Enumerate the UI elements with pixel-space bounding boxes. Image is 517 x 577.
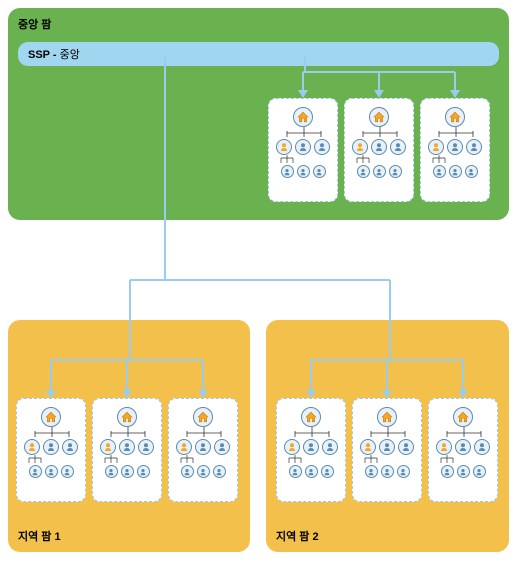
site-tree-card <box>352 398 422 502</box>
tree-level-2 <box>425 139 485 155</box>
tree-root <box>349 107 409 127</box>
ssp-bar: SSP - 중앙 <box>18 42 499 66</box>
site-tree-card <box>16 398 86 502</box>
site-tree-card <box>428 398 498 502</box>
site-tree-card <box>344 98 414 202</box>
tree-level-3 <box>273 165 333 178</box>
tree-root <box>273 107 333 127</box>
site-tree-card <box>420 98 490 202</box>
tree-level-2 <box>21 439 81 455</box>
tree-root <box>97 407 157 427</box>
tree-level-3 <box>357 465 417 478</box>
tree-level-3 <box>425 165 485 178</box>
tree-level-3 <box>97 465 157 478</box>
site-tree-card <box>92 398 162 502</box>
tree-level-3 <box>21 465 81 478</box>
site-tree-card <box>268 98 338 202</box>
tree-root <box>281 407 341 427</box>
tree-root <box>21 407 81 427</box>
ssp-label-rest: 중앙 <box>60 49 80 61</box>
site-tree-card <box>276 398 346 502</box>
regional2-title: 지역 팜 2 <box>276 528 319 544</box>
tree-root <box>425 107 485 127</box>
tree-root <box>173 407 233 427</box>
tree-level-3 <box>433 465 493 478</box>
central-farm-title: 중앙 팜 <box>18 16 499 32</box>
regional1-title: 지역 팜 1 <box>18 528 61 544</box>
tree-level-2 <box>433 439 493 455</box>
tree-level-3 <box>349 165 409 178</box>
tree-level-2 <box>173 439 233 455</box>
tree-level-3 <box>173 465 233 478</box>
tree-level-2 <box>273 139 333 155</box>
ssp-label-bold: SSP - <box>28 49 60 61</box>
tree-level-3 <box>281 465 341 478</box>
tree-level-2 <box>281 439 341 455</box>
tree-level-2 <box>357 439 417 455</box>
tree-root <box>433 407 493 427</box>
tree-level-2 <box>349 139 409 155</box>
tree-root <box>357 407 417 427</box>
tree-level-2 <box>97 439 157 455</box>
site-tree-card <box>168 398 238 502</box>
